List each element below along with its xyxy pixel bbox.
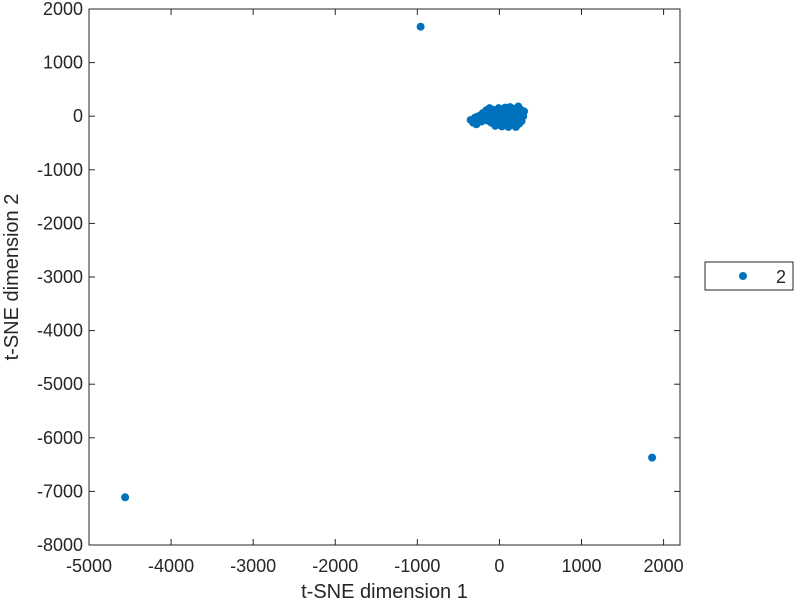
x-tick-label: -1000 [394, 556, 440, 576]
legend-marker [739, 272, 747, 280]
y-axis-label: t-SNE dimension 2 [1, 194, 23, 361]
data-points [121, 22, 657, 502]
y-tick-label: -3000 [37, 267, 83, 287]
data-point [416, 22, 425, 31]
y-tick-label: -8000 [37, 535, 83, 555]
y-tick-label: -1000 [37, 160, 83, 180]
y-tick-label: 0 [73, 106, 83, 126]
x-axis-label: t-SNE dimension 1 [301, 581, 468, 601]
data-point [515, 104, 524, 113]
x-tick-label: 1000 [561, 556, 601, 576]
plot-area [89, 9, 680, 545]
data-point [121, 493, 130, 502]
legend-label: 2 [776, 267, 786, 287]
x-tick-label: -2000 [312, 556, 358, 576]
x-tick-label: -3000 [230, 556, 276, 576]
plot-frame [88, 8, 681, 546]
x-tick-label: 0 [494, 556, 504, 576]
data-point [497, 122, 506, 131]
y-tick-label: 1000 [43, 53, 83, 73]
legend: 2 [704, 261, 794, 291]
data-point [479, 113, 487, 122]
data-point [517, 113, 526, 122]
y-tick-label: -2000 [37, 213, 83, 233]
y-tick-label: -5000 [37, 374, 83, 394]
data-point [501, 108, 510, 117]
legend-box [704, 261, 794, 291]
data-point [473, 112, 482, 121]
y-tick-label: -7000 [37, 481, 83, 501]
data-point [512, 121, 521, 130]
x-tick-label: 2000 [644, 556, 684, 576]
y-tick-label: 2000 [43, 0, 83, 19]
data-point [490, 119, 499, 128]
x-tick-label: -4000 [148, 556, 194, 576]
axis-ticks: -5000 -4000 -3000 -2000 -1000 0 1000 2000 2000 10… [37, 0, 684, 576]
y-tick-label: -4000 [37, 321, 83, 341]
y-tick-label: -6000 [37, 428, 83, 448]
data-point [648, 453, 657, 462]
data-point [504, 122, 513, 131]
x-tick-label: -5000 [66, 556, 112, 576]
